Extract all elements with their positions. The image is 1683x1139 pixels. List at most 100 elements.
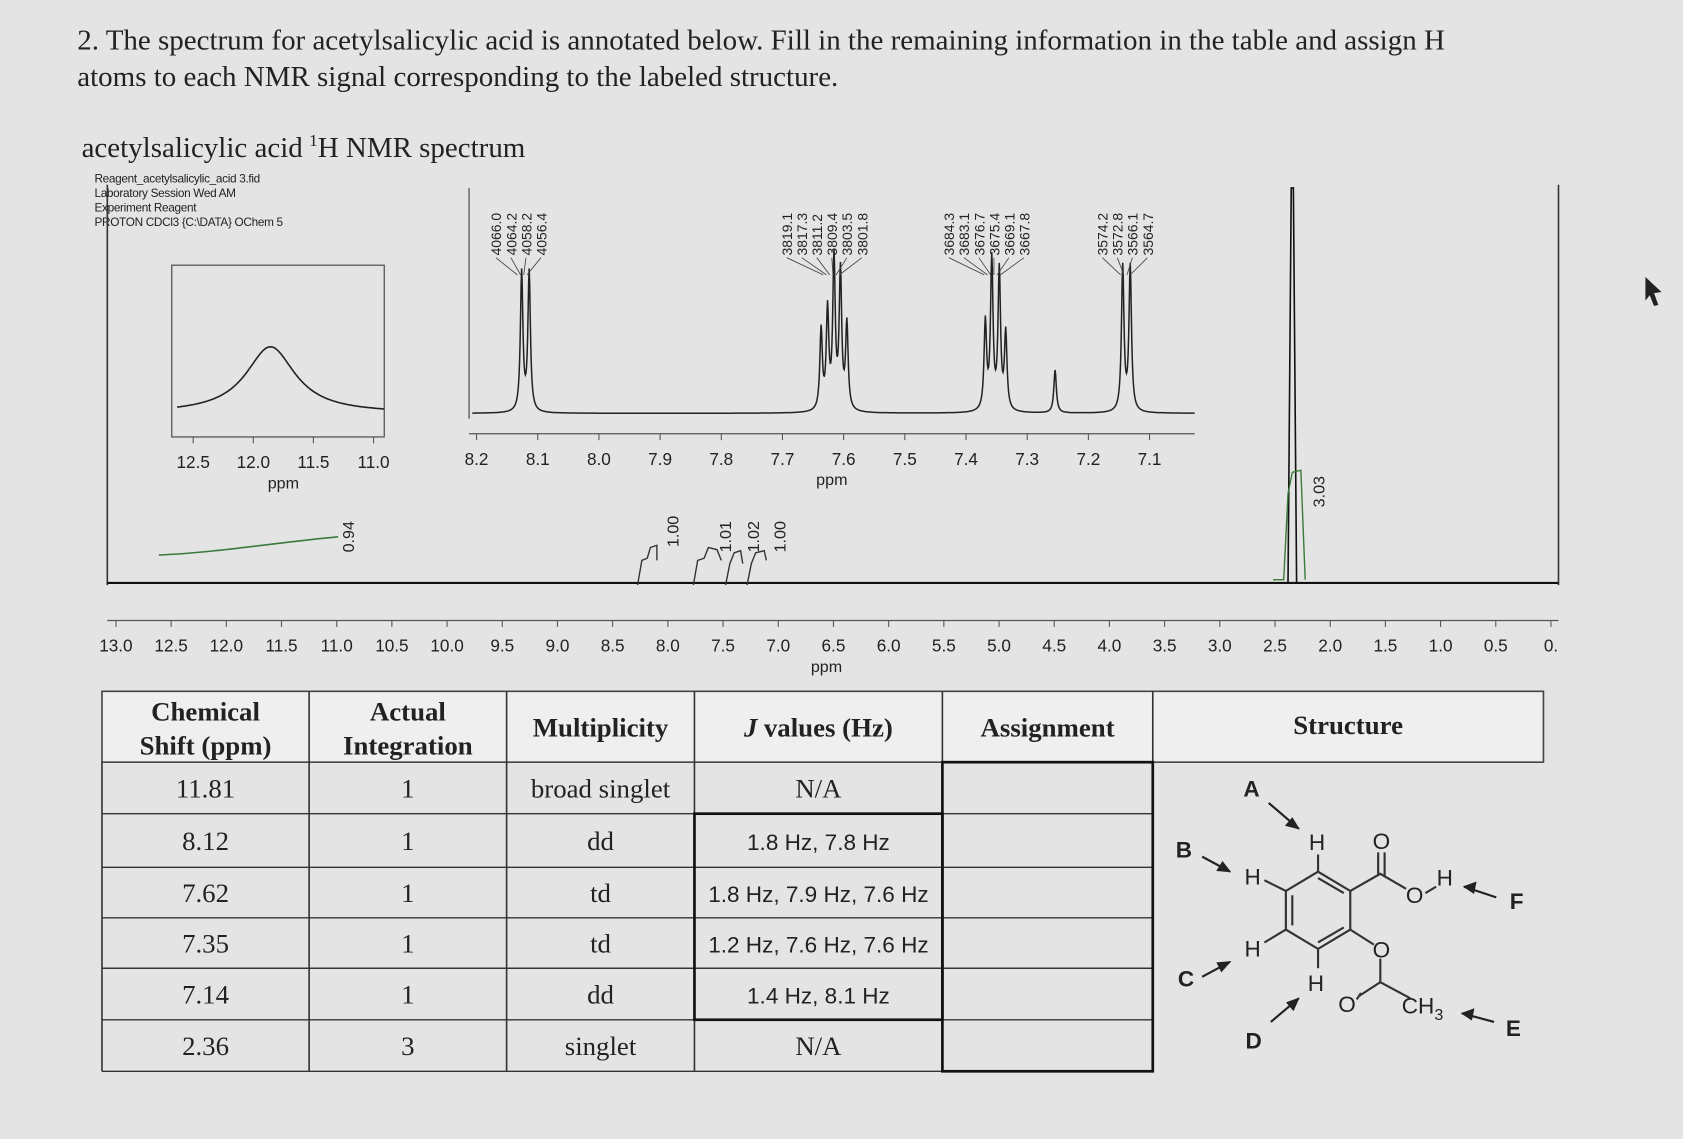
axis-tick-label: 5.0 [987,636,1011,656]
axis-tick-label: 4.5 [1042,636,1066,656]
table-header-cell: Structure [1293,710,1403,740]
peak-connector [1116,257,1125,276]
axis-tick-label: 2.5 [1263,636,1287,656]
inset-tick-label: 12.0 [237,452,270,472]
table-cell: 1.8 Hz, 7.8 Hz [747,830,890,855]
cursor [1645,277,1662,306]
peak-label: 3574.2 [1095,213,1111,256]
acquisition-info: Reagent_acetylsalicylic_acid 3.fid [94,172,259,186]
axis-tick-label: 0.5 [1484,636,1508,656]
methyl-sub: 3 [1434,1006,1443,1024]
peak-label: 3683.1 [956,213,972,256]
peak-label: 3803.5 [839,213,855,256]
arrow-heads [1216,817,1477,1021]
table-cell: 7.62 [182,878,229,908]
peak-label: 4058.2 [518,213,534,256]
axis-tick-label: 7.0 [766,636,790,656]
integral-curve [1272,469,1306,581]
axis-tick-label: 6.0 [877,636,901,656]
title-text: acetylsalicylic acid [82,132,304,164]
inset-trace [472,248,1195,414]
acquisition-info: Laboratory Session Wed AM [94,186,235,200]
question-line: 2. The spectrum for acetylsalicylic acid… [77,24,1445,56]
inset-tick-label: 7.9 [648,449,672,469]
peak-label: 3811.2 [809,214,825,256]
structure-label: B [1176,838,1192,863]
hydrogen-atom: H [1244,865,1260,890]
table-cell: 2.36 [182,1031,229,1061]
table-cell: broad singlet [531,774,671,804]
peak-label: 3572.8 [1110,213,1126,256]
peak-connector [526,257,542,276]
table-cell: N/A [795,1031,842,1061]
peak-label: 3669.1 [1001,213,1017,256]
acquisition-info: PROTON CDCl3 {C:\DATA} OChem 5 [94,215,283,229]
spectrum-trace [107,187,1559,584]
table-cell: 1.8 Hz, 7.9 Hz, 7.6 Hz [708,882,928,907]
axis-tick-label: 7.5 [711,636,735,656]
axis-tick-label: 8.0 [656,636,680,656]
table-cell: 1 [401,929,414,959]
table-cell: 1 [401,774,414,804]
structure-label: D [1246,1029,1262,1054]
axis-tick-label: 0. [1544,636,1558,656]
table-cell: dd [587,826,614,856]
peak-connector [786,257,824,276]
peak-label: 3564.7 [1140,213,1156,256]
axis-tick-label: 10.0 [430,636,463,656]
integral-curve [636,544,768,586]
axis-tick-label: 9.5 [490,636,514,656]
inset-tick-label: 8.2 [465,449,489,469]
table-cell: 3 [401,1031,414,1061]
integral-curve [158,535,339,556]
inset-tick-label: 11.0 [357,452,389,472]
peak-label: 3667.8 [1016,213,1032,256]
table-cell: singlet [565,1031,637,1061]
structure-label: A [1243,777,1259,802]
table-cell: 7.14 [182,980,229,1010]
question-line: atoms to each NMR signal corresponding t… [77,61,838,93]
table-cell: td [590,929,611,959]
table-cell: 7.35 [182,929,229,959]
peak-connector [816,257,831,276]
inset-tick-label: 8.1 [526,449,550,469]
table-cell: 1 [401,826,414,856]
title-text: H NMR spectrum [318,132,526,164]
inset-tick-label: 7.5 [893,449,917,469]
inset-tick-label: 8.0 [587,449,611,469]
axis-label: ppm [811,658,842,676]
axis-tick-label: 12.0 [210,636,243,656]
table-header-cell: Actual [370,696,446,726]
table-cell: 1 [401,878,414,908]
table-cell: 1 [401,980,414,1010]
table-header-cell: Shift (ppm) [140,731,272,761]
axis-tick-label: 5.5 [932,636,956,656]
peak-label: 3819.1 [779,213,795,256]
table-header-cell: Chemical [151,696,260,726]
axis-tick-label: 13.0 [99,636,132,656]
peak-label: 4064.2 [503,213,519,256]
axis-tick-label: 2.0 [1318,636,1342,656]
axis-tick-label: 3.0 [1208,636,1232,656]
integration-label: 1.00 [772,521,790,552]
table-header-cell: Integration [343,731,473,761]
integration-label: 0.94 [340,521,358,552]
table-header [101,690,1545,763]
axis-tick-label: 10.5 [375,636,408,656]
peak-connector [831,257,834,275]
peak-connector [978,257,992,276]
inset-axis-label: ppm [816,471,847,489]
oxygen-atom: O [1338,992,1356,1017]
axis-tick-label: 9.0 [546,636,570,656]
hydrogen-atom: H [1309,830,1325,855]
methyl-text: CH [1402,993,1435,1018]
peak-connector [1102,257,1121,276]
inset-tick-label: 7.6 [832,449,856,469]
inset-axis-label: ppm [268,474,299,492]
peak-connector [495,257,518,276]
inset-tick-label: 7.1 [1138,449,1162,469]
axis-tick-label: 3.5 [1153,636,1177,656]
table-cell: 8.12 [182,826,229,856]
peak-connector [839,257,863,276]
